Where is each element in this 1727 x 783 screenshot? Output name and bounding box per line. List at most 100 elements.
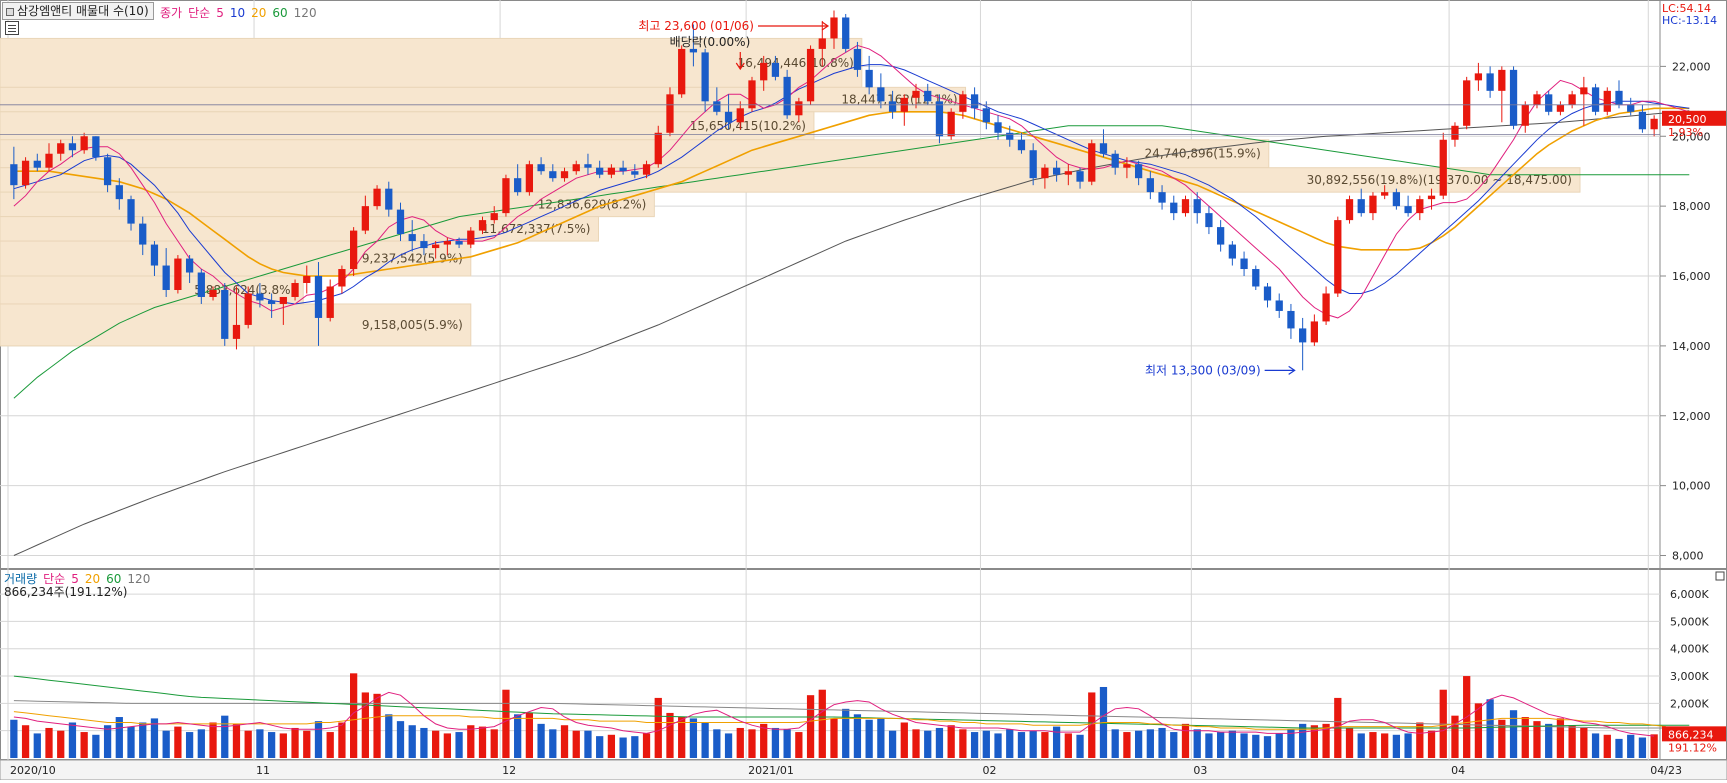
volume-bar <box>314 721 323 758</box>
volume-bar <box>420 727 428 758</box>
candle-body <box>689 48 698 53</box>
volume-bar <box>1041 732 1049 758</box>
candle-body <box>1638 111 1647 130</box>
volume-bar <box>1006 729 1014 758</box>
candle-body <box>408 234 416 242</box>
date-tick-label: 02 <box>982 764 996 777</box>
volume-bar <box>701 722 709 758</box>
volume-bar <box>45 727 53 758</box>
candle-body <box>713 101 721 112</box>
volume-bar <box>209 722 217 758</box>
candle-body <box>1451 125 1459 140</box>
date-tick-label: 11 <box>256 764 270 777</box>
volume-bar <box>853 714 862 758</box>
volume-bar <box>10 719 18 758</box>
candle-body <box>888 101 897 112</box>
candle-body <box>654 132 662 165</box>
date-tick-label: 04/23 <box>1650 764 1682 777</box>
volume-bar <box>221 715 229 758</box>
candle-body <box>1064 171 1072 175</box>
candle-body <box>232 324 241 339</box>
candle-body <box>1369 195 1377 214</box>
legend-item: 120 <box>293 6 317 20</box>
candle-body <box>736 108 744 123</box>
candle-body <box>127 199 135 224</box>
volume-bar <box>92 734 100 758</box>
ma60-line <box>13 125 1690 399</box>
date-tick-label: 03 <box>1193 764 1207 777</box>
candle-body <box>478 220 487 231</box>
volume-bar <box>1205 733 1213 758</box>
volume-bar <box>174 726 182 758</box>
volume-bar <box>1088 692 1096 758</box>
volume-bar <box>502 689 510 758</box>
volume-tick-label: 4,000K <box>1670 643 1709 656</box>
candle-body <box>162 265 170 290</box>
volume-bar <box>1287 729 1295 758</box>
candle-body <box>490 213 498 221</box>
candle-body <box>935 101 944 137</box>
candle-body <box>1111 153 1119 168</box>
volume-bar <box>490 729 498 758</box>
volume-bar <box>1498 719 1506 758</box>
candle-body <box>1533 94 1541 105</box>
volume-bar <box>666 712 674 758</box>
candle-body <box>115 185 123 200</box>
candle-body <box>1205 213 1213 228</box>
volume-bar <box>349 673 358 758</box>
volume-profile-label: 24,740,896(15.9%) <box>1145 147 1261 161</box>
candle-body <box>1345 199 1354 221</box>
high-annotation: 최고 23,600 (01/06) <box>638 19 754 33</box>
volume-bar <box>197 729 205 758</box>
panel-close-icon <box>1715 571 1725 581</box>
candle-body <box>1498 69 1506 91</box>
volume-bar <box>1615 738 1623 758</box>
volume-bar <box>572 730 580 758</box>
volume-bar <box>467 725 475 758</box>
candle-body <box>1404 206 1412 214</box>
volume-bar <box>888 730 897 758</box>
volume-profile-label: 30,892,556(19.8%)(19,370.00 ~ 18,475.00) <box>1307 173 1572 187</box>
volume-bar <box>607 734 616 758</box>
last-price-tag <box>1662 110 1726 126</box>
candle-body <box>1193 199 1201 214</box>
legend-item: 5 <box>71 572 79 586</box>
volume-bar <box>642 733 651 758</box>
last-volume-ratio-label: 191.12% <box>1668 741 1717 754</box>
legend-item: 20 <box>251 6 267 20</box>
volume-bar <box>338 722 346 758</box>
last-volume-label: 866,234 <box>1668 728 1714 741</box>
volume-bar <box>549 729 557 758</box>
volume-bar <box>596 736 604 758</box>
candle-body <box>68 143 77 151</box>
candle-body <box>959 94 967 112</box>
candle-body <box>596 167 604 175</box>
candle-body <box>678 48 686 95</box>
candle-body <box>92 136 100 158</box>
volume-bar <box>970 732 979 758</box>
volume-bar <box>256 729 264 758</box>
settings-icon[interactable] <box>5 21 19 35</box>
vol-ma20-line <box>13 711 1666 730</box>
candle-body <box>361 206 369 231</box>
volume-bar <box>1076 734 1084 758</box>
candle-body <box>1287 310 1295 329</box>
volume-bar <box>361 692 369 758</box>
volume-bar <box>947 725 955 758</box>
volume-bar <box>1381 733 1389 758</box>
volume-bar <box>1486 699 1494 758</box>
volume-profile-band <box>0 167 1581 193</box>
volume-bar <box>1369 732 1377 758</box>
dividend-annotation: 배당락(0.00%) <box>670 35 751 49</box>
candle-body <box>1580 87 1588 95</box>
high-arrow <box>758 21 830 31</box>
low-arrow <box>1264 365 1296 375</box>
candle-body <box>1029 150 1037 179</box>
legend-item: 종가 <box>160 6 183 20</box>
chart-title[interactable]: 삼강엠앤티 매물대 수(10) <box>2 2 154 20</box>
volume-bar <box>1310 725 1319 758</box>
volume-bar <box>303 730 311 758</box>
price-tick-label: 20,000 <box>1672 130 1711 143</box>
volume-bar <box>1545 723 1553 758</box>
candle-body <box>701 52 709 102</box>
